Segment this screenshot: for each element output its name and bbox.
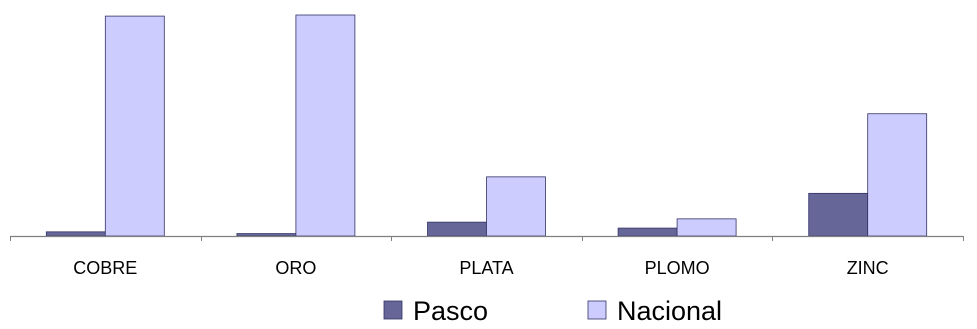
x-tick-label-plata: PLATA bbox=[459, 258, 513, 278]
x-tick-label-zinc: ZINC bbox=[847, 258, 889, 278]
bar-pasco-plomo bbox=[617, 227, 678, 237]
bar-nacional-zinc bbox=[867, 113, 928, 237]
bar-nacional-cobre bbox=[104, 15, 165, 237]
x-tick-label-cobre: COBRE bbox=[73, 258, 137, 278]
bar-nacional-oro bbox=[295, 14, 356, 237]
x-tick-label-plomo: PLOMO bbox=[645, 258, 710, 278]
x-axis-ticks bbox=[10, 236, 964, 241]
legend: Pasco Nacional bbox=[383, 296, 722, 326]
bar-nacional-plata bbox=[486, 176, 546, 237]
bar-pasco-plata bbox=[427, 221, 487, 237]
bar-pasco-oro bbox=[236, 233, 297, 237]
bar-pasco-zinc bbox=[808, 192, 869, 237]
bars-group bbox=[45, 14, 928, 237]
legend-swatch-pasco bbox=[383, 300, 403, 320]
x-tick-label-oro: ORO bbox=[275, 258, 316, 278]
legend-label-pasco: Pasco bbox=[413, 296, 488, 326]
bar-nacional-plomo bbox=[676, 218, 737, 237]
legend-swatch-nacional bbox=[587, 300, 607, 320]
x-axis-tick-labels: COBRE ORO PLATA PLOMO ZINC bbox=[73, 258, 888, 278]
legend-label-nacional: Nacional bbox=[617, 296, 722, 326]
bar-pasco-cobre bbox=[45, 231, 106, 237]
